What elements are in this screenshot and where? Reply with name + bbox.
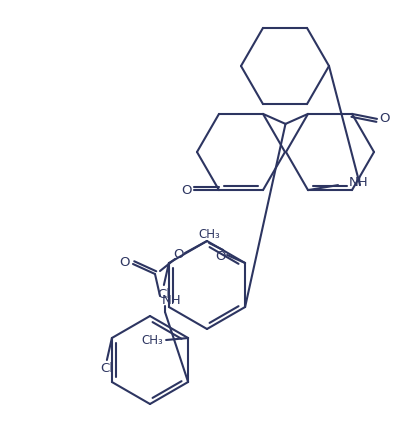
- Text: Cl: Cl: [100, 362, 113, 375]
- Text: NH: NH: [349, 175, 369, 189]
- Text: O: O: [174, 249, 184, 261]
- Text: O: O: [181, 184, 191, 197]
- Text: Cl: Cl: [158, 288, 171, 301]
- Text: CH₃: CH₃: [141, 334, 163, 347]
- Text: CH₃: CH₃: [198, 227, 220, 240]
- Text: O: O: [380, 112, 390, 126]
- Text: NH: NH: [162, 295, 182, 307]
- Text: O: O: [120, 257, 130, 270]
- Text: O: O: [215, 249, 226, 262]
